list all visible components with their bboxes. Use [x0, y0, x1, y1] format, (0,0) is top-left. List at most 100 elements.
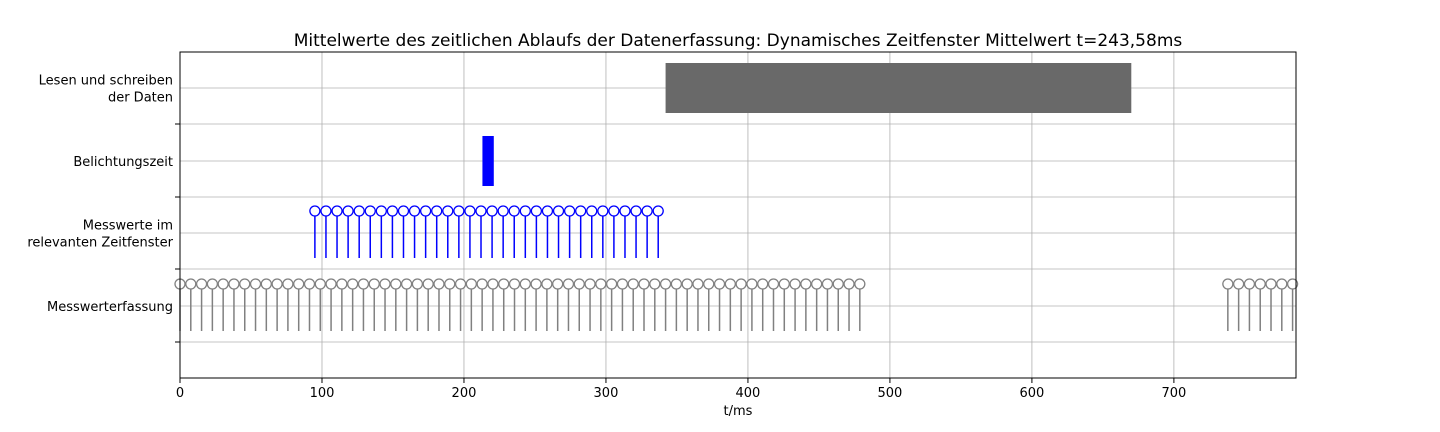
stem-1-42 [627, 278, 639, 331]
stem-1-31 [508, 278, 521, 331]
stem-1-23 [422, 278, 434, 331]
stem-1-53 [746, 278, 758, 331]
stem-0-17 [497, 205, 509, 258]
stem-1-21 [400, 278, 413, 331]
stem-1-6 [239, 278, 251, 331]
stem-0-24 [575, 205, 587, 258]
stem-1-10 [282, 278, 294, 331]
stem-0-4 [353, 205, 365, 258]
stem-0-9 [408, 205, 421, 258]
stem-0-14 [464, 205, 476, 258]
stem-1-2 [195, 278, 208, 331]
stem-0-22 [552, 205, 565, 258]
bar-0 [665, 63, 1132, 113]
stem-0-21 [541, 205, 554, 258]
stem-1-7 [249, 278, 262, 331]
stem-1-45 [659, 278, 672, 331]
stem-1-4 [217, 278, 229, 331]
stem-1-34 [541, 278, 553, 331]
stem-1-50 [713, 278, 726, 331]
stem-0-20 [530, 205, 543, 258]
stem-1-36 [562, 278, 575, 331]
stem-1-1 [185, 278, 197, 331]
stem-2-1 [1232, 278, 1245, 331]
stem-1-33 [530, 278, 542, 331]
stem-0-15 [475, 205, 487, 258]
stem-0-5 [364, 205, 376, 258]
stem-1-32 [519, 278, 531, 331]
stem-1-58 [800, 278, 812, 331]
stem-1-59 [811, 278, 823, 331]
stem-2-3 [1254, 278, 1266, 331]
stem-1-11 [293, 278, 305, 331]
stem-0-8 [397, 205, 410, 258]
stem-0-12 [442, 205, 454, 258]
plot-frame [179, 51, 1297, 379]
stem-1-26 [454, 278, 467, 331]
stem-1-48 [692, 278, 704, 331]
stem-1-49 [703, 278, 715, 331]
row-label-0-1: der Daten [108, 91, 173, 106]
stem-1-52 [735, 278, 747, 331]
stem-1-29 [487, 278, 499, 331]
stem-1-19 [379, 278, 391, 331]
stem-1-30 [498, 278, 510, 331]
stem-0-13 [453, 205, 465, 258]
stem-1-35 [552, 278, 564, 331]
stem-1-24 [433, 278, 445, 331]
stem-1-17 [357, 278, 370, 331]
x-tick-label-3: 300 [594, 386, 619, 401]
stem-1-28 [476, 278, 488, 331]
stem-0-18 [508, 205, 520, 258]
row-label-3-0: Messwerterfassung [47, 300, 173, 315]
stem-1-14 [325, 278, 337, 331]
x-tick-label-7: 700 [1161, 386, 1186, 401]
stem-2-6 [1286, 278, 1299, 331]
stem-0-25 [586, 205, 598, 258]
stem-2-5 [1276, 278, 1288, 331]
stem-1-57 [789, 278, 801, 331]
x-tick-label-2: 200 [452, 386, 477, 401]
stem-1-37 [573, 278, 585, 331]
stem-0-30 [641, 205, 653, 258]
stem-1-9 [271, 278, 283, 331]
x-axis: 0 100 200 300 400 500 600 700 [176, 378, 1186, 401]
stem-0-11 [431, 205, 443, 258]
chart-marks [174, 63, 1299, 331]
stem-1-25 [444, 278, 456, 331]
stem-0-6 [375, 205, 387, 258]
stem-1-56 [778, 278, 790, 331]
stem-1-54 [757, 278, 769, 331]
stem-0-0 [309, 205, 321, 258]
stem-1-43 [638, 278, 650, 331]
stem-0-31 [652, 205, 664, 258]
stem-1-62 [843, 278, 855, 331]
x-tick-label-6: 600 [1019, 386, 1044, 401]
stem-0-19 [519, 205, 531, 258]
stem-1-55 [767, 278, 780, 331]
stem-1-16 [347, 278, 359, 331]
stem-1-60 [821, 278, 834, 331]
stem-1-18 [368, 278, 380, 331]
stem-1-15 [336, 278, 348, 331]
row-label-1-0: Belichtungszeit [73, 155, 173, 170]
stem-1-20 [390, 278, 402, 331]
x-tick-label-1: 100 [310, 386, 335, 401]
stem-1-38 [584, 278, 596, 331]
stem-2-4 [1265, 278, 1277, 331]
stem-1-39 [595, 278, 607, 331]
stem-1-41 [616, 278, 629, 331]
stem-1-3 [206, 278, 219, 331]
stem-0-2 [331, 205, 343, 258]
y-axis: Lesen und schreiben der Daten Belichtungs… [27, 74, 180, 343]
stem-1-22 [411, 278, 424, 331]
stem-1-13 [314, 278, 326, 331]
stem-1-5 [228, 278, 240, 331]
chart-title: Mittelwerte des zeitlichen Ablaufs der D… [294, 31, 1183, 51]
stem-1-46 [670, 278, 683, 331]
stem-0-3 [342, 205, 354, 258]
row-label-2-1: relevanten Zeitfenster [27, 236, 173, 251]
stem-0-16 [486, 205, 498, 258]
stem-1-63 [854, 278, 866, 331]
